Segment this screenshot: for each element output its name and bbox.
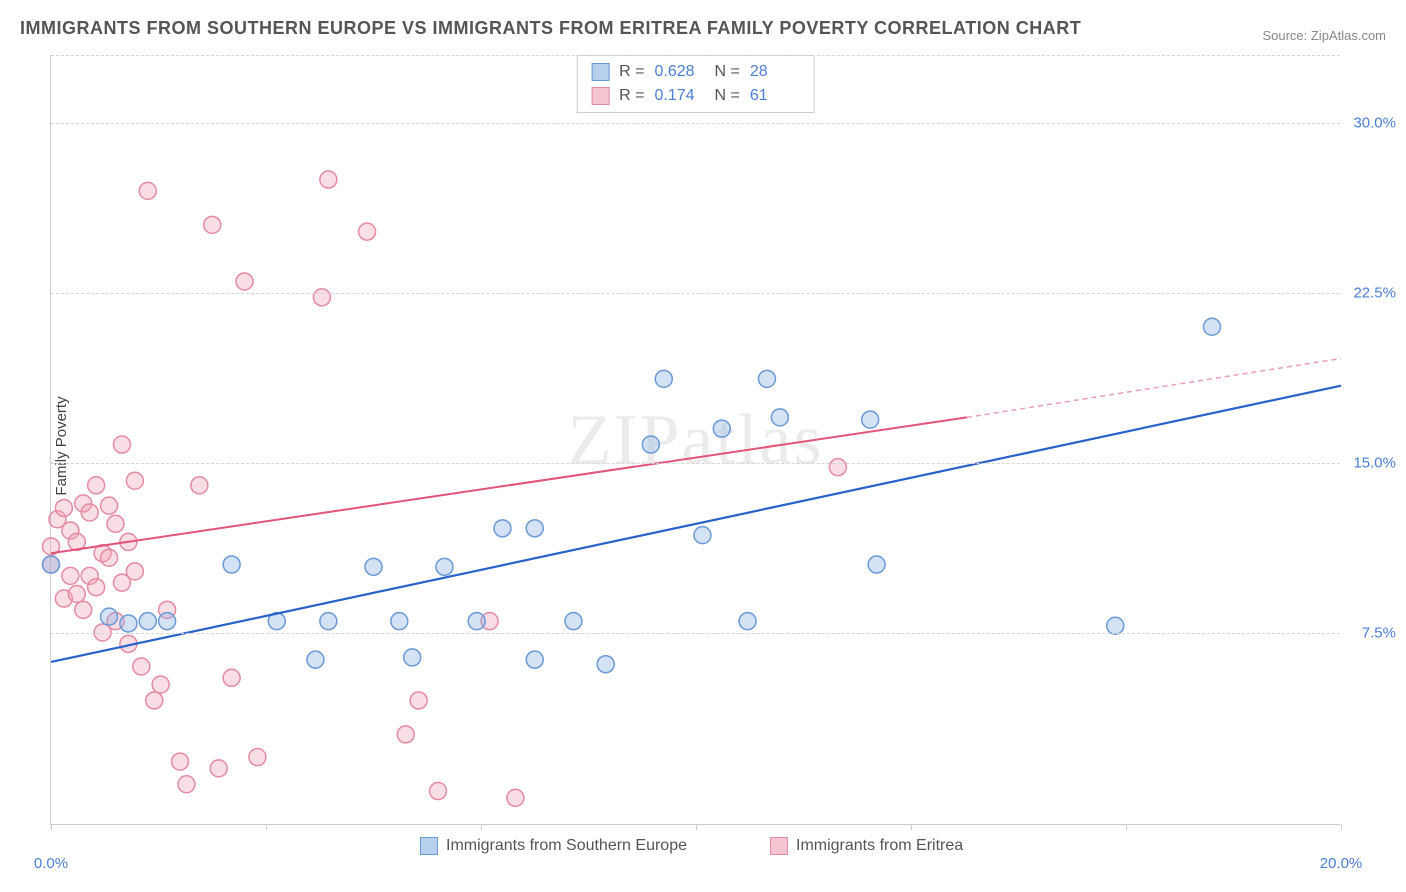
chart-title: IMMIGRANTS FROM SOUTHERN EUROPE VS IMMIG… [20, 18, 1081, 39]
x-tick-label: 20.0% [1320, 855, 1363, 872]
legend-label-series1: Immigrants from Southern Europe [446, 837, 687, 855]
swatch-series2-icon [770, 837, 788, 855]
bottom-legend-series1: Immigrants from Southern Europe [420, 837, 687, 855]
chart-svg [51, 55, 1341, 825]
chart-container: IMMIGRANTS FROM SOUTHERN EUROPE VS IMMIG… [0, 0, 1406, 892]
y-tick-label: 15.0% [1353, 454, 1396, 471]
y-tick-label: 22.5% [1353, 284, 1396, 301]
bottom-legend-series2: Immigrants from Eritrea [770, 837, 963, 855]
y-tick-label: 7.5% [1362, 624, 1396, 641]
x-tick-label: 0.0% [34, 855, 68, 872]
y-tick-label: 30.0% [1353, 114, 1396, 131]
plot-area: ZIPatlas R = 0.628 N = 28 R = 0.174 N = … [50, 55, 1340, 825]
source-credit: Source: ZipAtlas.com [1262, 28, 1386, 43]
legend-label-series2: Immigrants from Eritrea [796, 837, 963, 855]
swatch-series1-icon [420, 837, 438, 855]
